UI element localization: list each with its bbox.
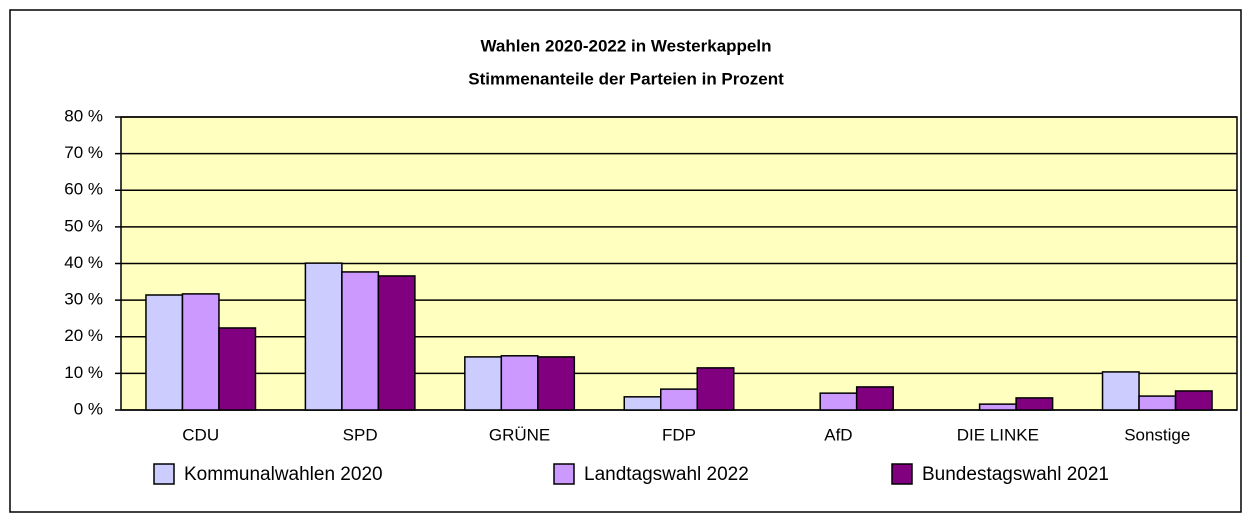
y-tick-label: 0 % xyxy=(74,399,103,418)
bar xyxy=(537,356,576,411)
bar xyxy=(1138,395,1177,411)
x-tick-label: GRÜNE xyxy=(489,425,550,444)
bar xyxy=(1174,390,1213,411)
legend-swatch xyxy=(553,463,575,485)
x-tick-label: DIE LINKE xyxy=(957,425,1039,444)
y-tick-label: 50 % xyxy=(64,216,103,235)
bar xyxy=(218,327,257,411)
chart-title: Wahlen 2020-2022 in Westerkappeln xyxy=(480,36,771,55)
y-tick-label: 20 % xyxy=(64,326,103,345)
bar xyxy=(1015,397,1054,411)
legend-label: Bundestagswahl 2021 xyxy=(922,464,1109,485)
legend-swatch xyxy=(891,463,913,485)
y-tick-label: 10 % xyxy=(64,363,103,382)
x-tick-label: CDU xyxy=(182,425,219,444)
bar xyxy=(819,392,858,411)
bar xyxy=(145,294,184,411)
y-tick-label: 70 % xyxy=(64,143,103,162)
bar xyxy=(181,293,220,411)
bar xyxy=(660,388,698,411)
bar xyxy=(1101,371,1140,411)
bar xyxy=(500,355,539,411)
bar xyxy=(304,262,343,411)
x-tick-label: AfD xyxy=(824,425,852,444)
bar xyxy=(464,356,503,411)
chart-subtitle: Stimmenanteile der Parteien in Prozent xyxy=(468,69,784,88)
y-tick-label: 80 % xyxy=(64,106,103,125)
legend-label: Kommunalwahlen 2020 xyxy=(184,464,383,485)
y-tick-label: 30 % xyxy=(64,290,103,309)
y-tick-label: 60 % xyxy=(64,180,103,199)
x-tick-label: SPD xyxy=(343,425,378,444)
bar xyxy=(978,403,1017,411)
x-tick-label: FDP xyxy=(662,425,696,444)
legend-label: Landtagswahl 2022 xyxy=(584,464,749,485)
bar xyxy=(377,275,416,411)
bar xyxy=(341,271,380,411)
bar xyxy=(696,367,735,411)
bar xyxy=(855,386,894,411)
legend-swatch xyxy=(153,463,175,485)
bar xyxy=(623,396,662,411)
x-tick-label: Sonstige xyxy=(1124,425,1190,444)
y-tick-label: 40 % xyxy=(64,253,103,272)
